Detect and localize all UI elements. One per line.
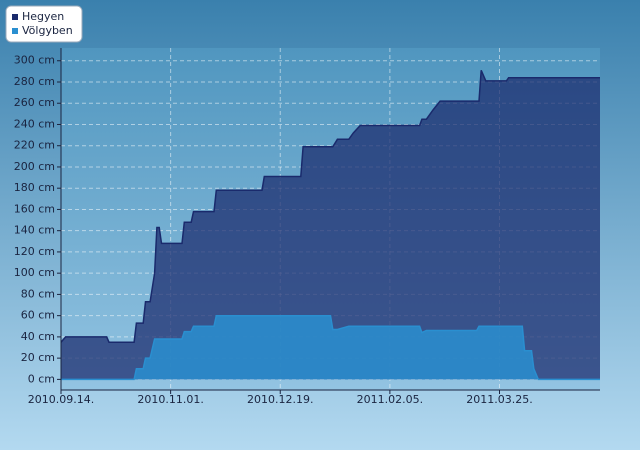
y-tick-label: 240 cm	[14, 117, 55, 130]
area-fill	[61, 70, 600, 380]
legend-label: Völgyben	[22, 24, 73, 37]
y-tick-label: 140 cm	[14, 224, 55, 237]
y-tick-label: 80 cm	[21, 287, 55, 300]
y-tick-label: 40 cm	[21, 330, 55, 343]
y-tick-label: 300 cm	[14, 54, 55, 67]
y-tick-label: 60 cm	[21, 309, 55, 322]
y-tick-label: 260 cm	[14, 96, 55, 109]
y-tick-label: 20 cm	[21, 351, 55, 364]
x-tick-label: 2011.03.25.	[466, 393, 532, 406]
y-tick-label: 180 cm	[14, 181, 55, 194]
legend-label: Hegyen	[22, 10, 64, 23]
area-fill	[61, 315, 600, 380]
y-tick-label: 280 cm	[14, 75, 55, 88]
y-tick-label: 120 cm	[14, 245, 55, 258]
area-line	[61, 314, 600, 381]
area-line	[60, 70, 600, 343]
y-tick-label: 100 cm	[14, 266, 55, 279]
y-tick-label: 0 cm	[28, 372, 55, 385]
x-tick-label: 2010.09.14.	[28, 393, 94, 406]
y-tick-label: 220 cm	[14, 139, 55, 152]
legend-swatch	[12, 28, 18, 34]
y-tick-label: 160 cm	[14, 202, 55, 215]
x-tick-label: 2010.12.19.	[247, 393, 313, 406]
legend-box	[5, 5, 83, 43]
x-tick-label: 2010.11.01.	[137, 393, 203, 406]
legend-swatch	[12, 14, 18, 20]
y-tick-label: 200 cm	[14, 160, 55, 173]
x-tick-label: 2011.02.05.	[357, 393, 423, 406]
